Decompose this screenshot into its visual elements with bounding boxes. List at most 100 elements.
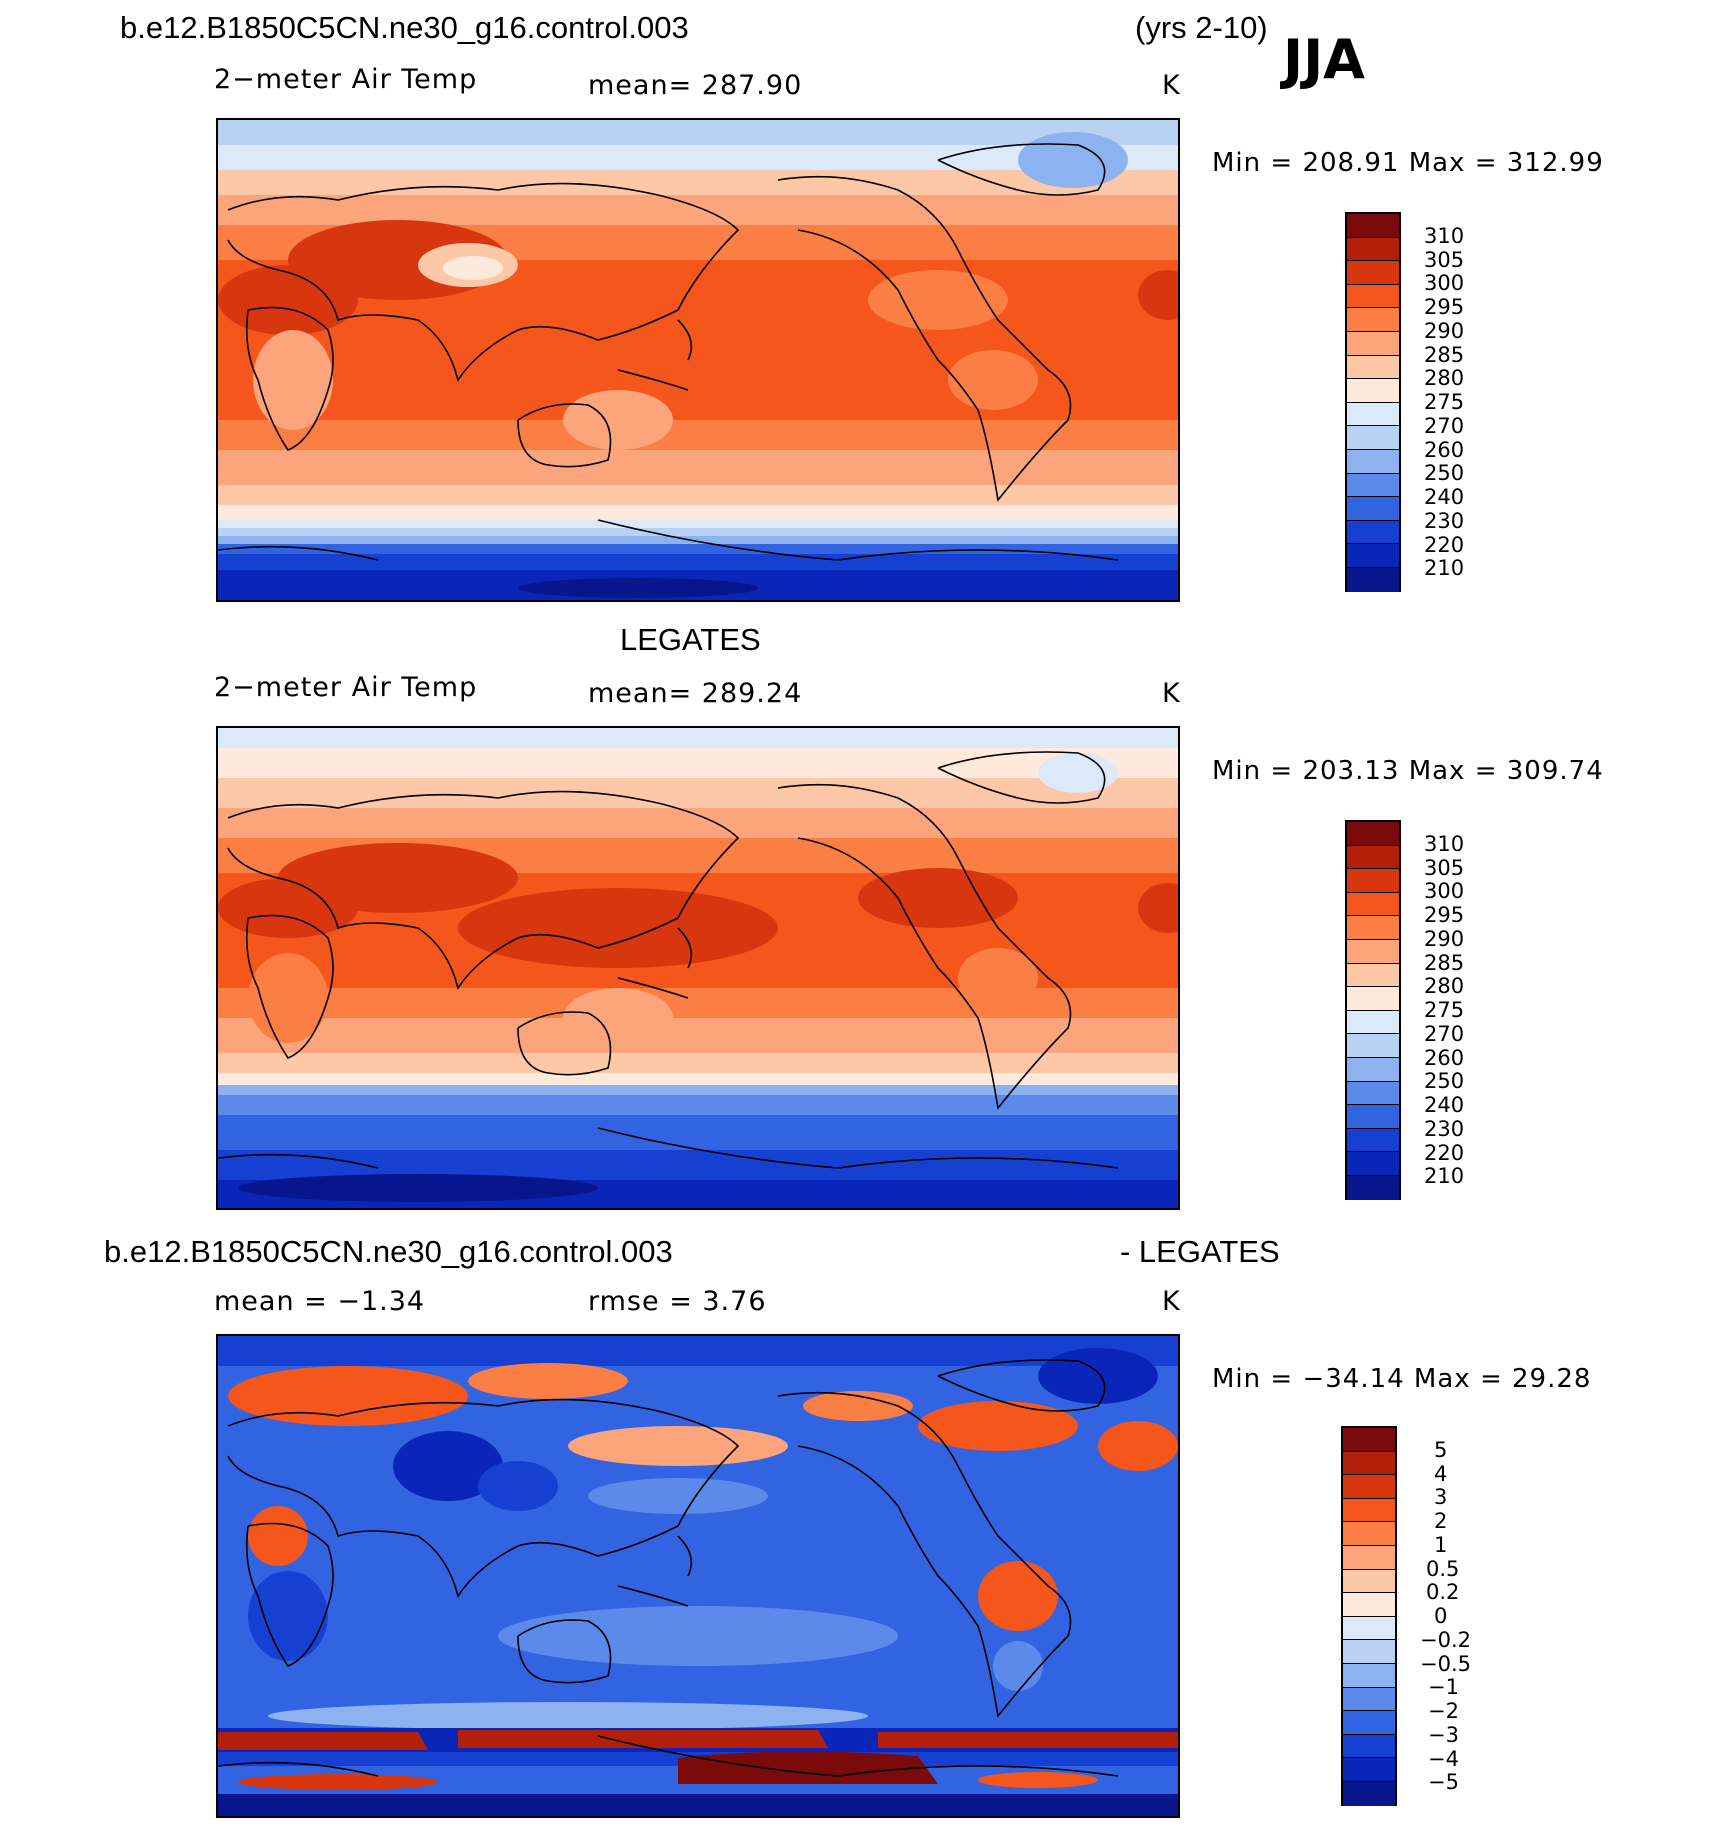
- colorbar-tick-label: 310: [1424, 223, 1465, 248]
- colorbar-segment: [1347, 567, 1399, 592]
- colorbar-segment: [1347, 449, 1399, 474]
- colorbar-tick-label: 240: [1424, 1093, 1465, 1117]
- colorbar-segment: [1347, 1034, 1399, 1058]
- panel2-map: [216, 726, 1180, 1210]
- case-title: b.e12.B1850C5CN.ne30_g16.control.003: [120, 10, 689, 45]
- panel1-colorbar: [1345, 212, 1401, 592]
- colorbar-segment: [1347, 1152, 1399, 1176]
- colorbar-segment: [1343, 1640, 1395, 1664]
- colorbar-segment: [1347, 822, 1399, 846]
- colorbar-segment: [1343, 1781, 1395, 1806]
- panel3-map: [216, 1334, 1180, 1818]
- colorbar-segment: [1343, 1451, 1395, 1476]
- colorbar-segment: [1347, 1105, 1399, 1129]
- colorbar-tick-label: 290: [1424, 318, 1465, 343]
- colorbar-tick-label: 2: [1434, 1509, 1448, 1533]
- colorbar-tick-label: −2: [1428, 1699, 1459, 1723]
- panel3-rmse: rmse = 3.76: [588, 1286, 767, 1317]
- panel3-colorbar: [1341, 1426, 1397, 1806]
- colorbar-segment: [1347, 916, 1399, 940]
- panel2-colorbar: [1345, 820, 1401, 1200]
- colorbar-tick-label: 1: [1434, 1532, 1448, 1557]
- colorbar-segment: [1347, 520, 1399, 545]
- colorbar-tick-label: 270: [1424, 413, 1465, 438]
- colorbar-segment: [1343, 1711, 1395, 1735]
- panel3-title-right: - LEGATES: [1120, 1234, 1280, 1269]
- panel2-variable: 2−meter Air Temp: [214, 672, 478, 703]
- colorbar-tick-label: −0.2: [1420, 1627, 1471, 1652]
- panel1-map: [216, 118, 1180, 602]
- panel1-variable: 2−meter Air Temp: [214, 64, 478, 95]
- colorbar-segment: [1347, 869, 1399, 893]
- colorbar-tick-label: 260: [1424, 437, 1465, 462]
- panel3-minmax: Min = −34.14 Max = 29.28: [1212, 1364, 1592, 1394]
- colorbar-segment: [1343, 1758, 1395, 1782]
- colorbar-segment: [1347, 1175, 1399, 1200]
- colorbar-segment: [1343, 1663, 1395, 1688]
- colorbar-segment: [1347, 892, 1399, 917]
- colorbar-segment: [1343, 1522, 1395, 1546]
- panel2-mean: mean= 289.24: [588, 678, 803, 709]
- colorbar-segment: [1347, 473, 1399, 498]
- colorbar-tick-label: 230: [1424, 508, 1465, 533]
- colorbar-tick-label: 275: [1424, 998, 1465, 1022]
- colorbar-segment: [1347, 331, 1399, 356]
- colorbar-segment: [1343, 1616, 1395, 1641]
- colorbar-tick-label: 280: [1424, 974, 1465, 999]
- panel3-mean: mean = −1.34: [214, 1286, 426, 1317]
- colorbar-segment: [1343, 1498, 1395, 1523]
- colorbar-segment: [1343, 1475, 1395, 1499]
- colorbar-tick-label: 295: [1424, 903, 1465, 927]
- colorbar-segment: [1347, 214, 1399, 238]
- colorbar-segment: [1343, 1687, 1395, 1712]
- colorbar-tick-label: 295: [1424, 295, 1465, 319]
- colorbar-tick-label: 0.5: [1426, 1556, 1460, 1581]
- colorbar-segment: [1347, 1010, 1399, 1035]
- colorbar-tick-label: 230: [1424, 1116, 1465, 1141]
- colorbar-tick-label: 275: [1424, 390, 1465, 414]
- colorbar-tick-label: 300: [1424, 271, 1465, 296]
- colorbar-tick-label: 250: [1424, 461, 1465, 486]
- colorbar-segment: [1347, 544, 1399, 568]
- panel2-title: LEGATES: [620, 622, 761, 657]
- panel1-units: K: [1162, 70, 1181, 101]
- years-label: (yrs 2-10): [1135, 10, 1268, 45]
- colorbar-segment: [1347, 355, 1399, 380]
- colorbar-tick-label: 0: [1434, 1604, 1448, 1628]
- colorbar-tick-label: 285: [1424, 950, 1465, 975]
- colorbar-segment: [1347, 261, 1399, 285]
- colorbar-tick-label: 3: [1434, 1485, 1448, 1510]
- colorbar-segment: [1343, 1545, 1395, 1570]
- colorbar-segment: [1347, 426, 1399, 450]
- colorbar-segment: [1347, 1081, 1399, 1106]
- season-label: JJA: [1283, 28, 1365, 91]
- colorbar-segment: [1343, 1428, 1395, 1452]
- colorbar-tick-label: 260: [1424, 1045, 1465, 1070]
- panel3-title-left: b.e12.B1850C5CN.ne30_g16.control.003: [104, 1234, 673, 1269]
- colorbar-tick-label: 220: [1424, 532, 1465, 557]
- colorbar-segment: [1343, 1569, 1395, 1594]
- colorbar-tick-label: 5: [1434, 1437, 1448, 1462]
- colorbar-tick-label: 210: [1424, 1164, 1465, 1189]
- colorbar-tick-label: 220: [1424, 1140, 1465, 1165]
- colorbar-tick-label: 250: [1424, 1069, 1465, 1094]
- colorbar-tick-label: 290: [1424, 926, 1465, 951]
- panel1-mean: mean= 287.90: [588, 70, 803, 101]
- colorbar-segment: [1347, 845, 1399, 870]
- colorbar-tick-label: −3: [1428, 1722, 1459, 1747]
- panel2-units: K: [1162, 678, 1181, 709]
- colorbar-tick-label: 280: [1424, 366, 1465, 391]
- colorbar-tick-label: 270: [1424, 1021, 1465, 1046]
- colorbar-tick-label: 310: [1424, 831, 1465, 856]
- colorbar-segment: [1347, 237, 1399, 262]
- colorbar-segment: [1347, 379, 1399, 403]
- colorbar-tick-label: 240: [1424, 485, 1465, 509]
- panel2-minmax: Min = 203.13 Max = 309.74: [1212, 756, 1604, 786]
- colorbar-tick-label: −5: [1428, 1770, 1459, 1795]
- colorbar-tick-label: −0.5: [1420, 1651, 1471, 1676]
- colorbar-segment: [1347, 284, 1399, 309]
- colorbar-segment: [1347, 497, 1399, 521]
- colorbar-tick-label: 305: [1424, 855, 1465, 880]
- panel1-minmax: Min = 208.91 Max = 312.99: [1212, 148, 1604, 178]
- colorbar-segment: [1347, 402, 1399, 427]
